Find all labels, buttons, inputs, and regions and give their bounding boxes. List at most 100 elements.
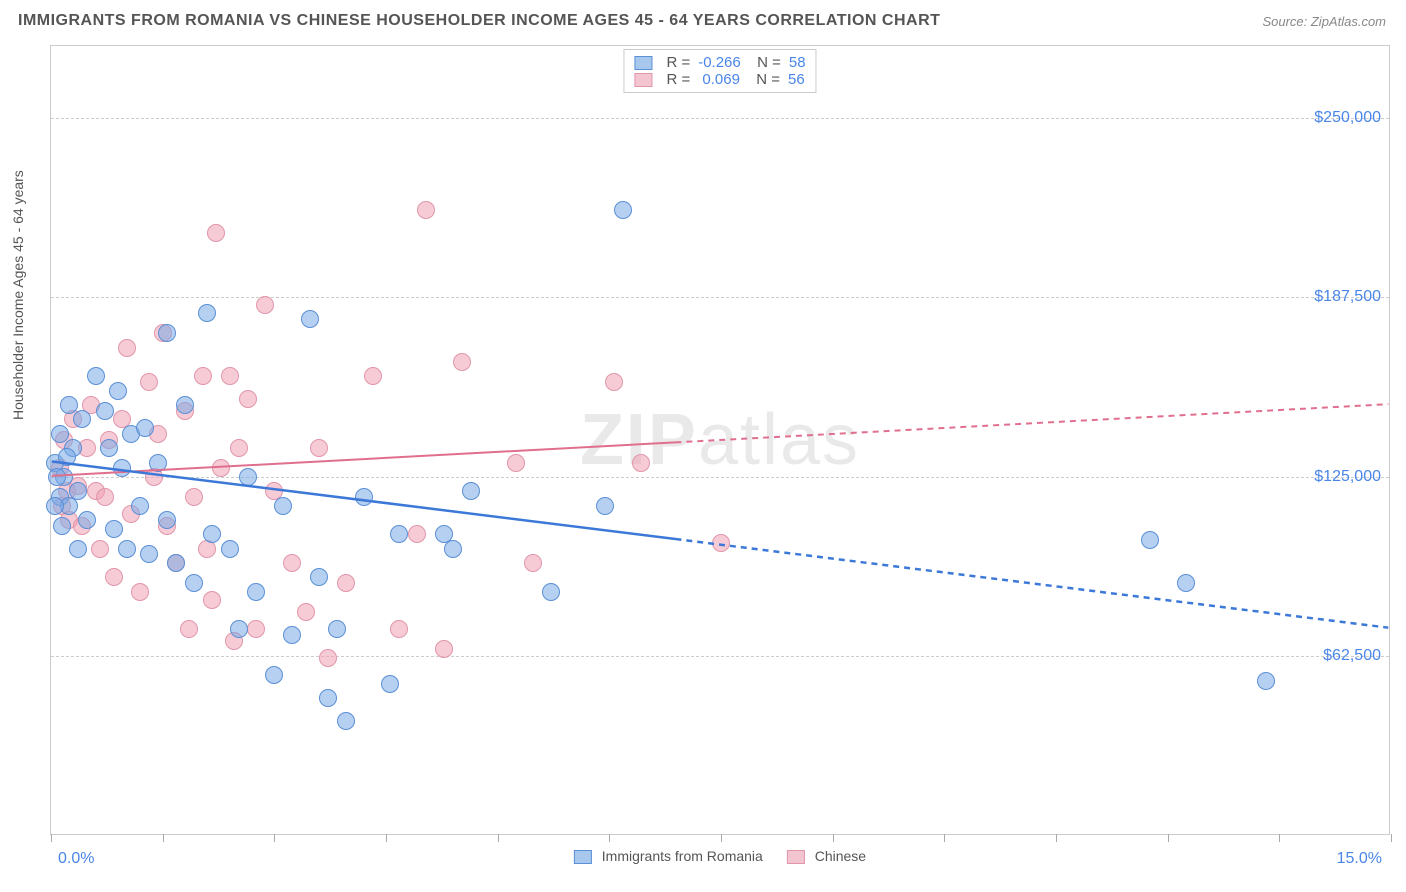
scatter-point-romania bbox=[158, 324, 176, 342]
scatter-point-chinese bbox=[337, 574, 355, 592]
scatter-point-romania bbox=[167, 554, 185, 572]
scatter-point-romania bbox=[381, 675, 399, 693]
legend-swatch-chinese bbox=[634, 73, 652, 87]
scatter-point-chinese bbox=[91, 540, 109, 558]
scatter-point-romania bbox=[105, 520, 123, 538]
scatter-point-romania bbox=[185, 574, 203, 592]
y-axis-label: Householder Income Ages 45 - 64 years bbox=[10, 170, 26, 420]
scatter-point-chinese bbox=[118, 339, 136, 357]
scatter-point-romania bbox=[221, 540, 239, 558]
scatter-point-romania bbox=[239, 468, 257, 486]
scatter-point-chinese bbox=[712, 534, 730, 552]
legend-swatch-romania bbox=[634, 56, 652, 70]
scatter-point-chinese bbox=[507, 454, 525, 472]
scatter-point-romania bbox=[1141, 531, 1159, 549]
legend-row-chinese: R = 0.069 N =56 bbox=[634, 71, 805, 88]
scatter-point-romania bbox=[58, 448, 76, 466]
scatter-point-romania bbox=[140, 545, 158, 563]
scatter-point-romania bbox=[596, 497, 614, 515]
scatter-point-romania bbox=[113, 459, 131, 477]
legend-item-romania: Immigrants from Romania bbox=[574, 848, 763, 864]
legend-item-chinese: Chinese bbox=[787, 848, 866, 864]
scatter-point-chinese bbox=[364, 367, 382, 385]
scatter-point-chinese bbox=[247, 620, 265, 638]
scatter-point-chinese bbox=[180, 620, 198, 638]
scatter-point-romania bbox=[337, 712, 355, 730]
scatter-point-romania bbox=[158, 511, 176, 529]
source-credit: Source: ZipAtlas.com bbox=[1262, 14, 1386, 29]
y-tick-label: $187,500 bbox=[1314, 288, 1381, 306]
legend-swatch-chinese-icon bbox=[787, 850, 805, 864]
scatter-point-romania bbox=[53, 517, 71, 535]
scatter-point-romania bbox=[60, 396, 78, 414]
scatter-point-chinese bbox=[435, 640, 453, 658]
scatter-point-chinese bbox=[256, 296, 274, 314]
scatter-point-chinese bbox=[96, 488, 114, 506]
scatter-point-romania bbox=[444, 540, 462, 558]
scatter-point-romania bbox=[230, 620, 248, 638]
scatter-point-chinese bbox=[230, 439, 248, 457]
scatter-point-romania bbox=[283, 626, 301, 644]
scatter-point-chinese bbox=[221, 367, 239, 385]
legend-swatch-romania-icon bbox=[574, 850, 592, 864]
scatter-point-romania bbox=[109, 382, 127, 400]
scatter-point-chinese bbox=[417, 201, 435, 219]
x-max-label: 15.0% bbox=[1337, 850, 1382, 868]
scatter-point-chinese bbox=[390, 620, 408, 638]
gridline bbox=[51, 118, 1389, 119]
scatter-point-romania bbox=[1257, 672, 1275, 690]
scatter-point-chinese bbox=[524, 554, 542, 572]
scatter-point-chinese bbox=[105, 568, 123, 586]
scatter-point-chinese bbox=[185, 488, 203, 506]
scatter-point-chinese bbox=[212, 459, 230, 477]
scatter-point-romania bbox=[198, 304, 216, 322]
scatter-point-romania bbox=[69, 540, 87, 558]
scatter-point-romania bbox=[319, 689, 337, 707]
scatter-point-romania bbox=[355, 488, 373, 506]
scatter-point-romania bbox=[614, 201, 632, 219]
scatter-point-romania bbox=[301, 310, 319, 328]
scatter-point-romania bbox=[542, 583, 560, 601]
scatter-point-chinese bbox=[310, 439, 328, 457]
scatter-point-romania bbox=[149, 454, 167, 472]
scatter-point-romania bbox=[390, 525, 408, 543]
scatter-point-romania bbox=[176, 396, 194, 414]
scatter-point-romania bbox=[203, 525, 221, 543]
scatter-point-romania bbox=[46, 497, 64, 515]
scatter-point-chinese bbox=[140, 373, 158, 391]
scatter-point-romania bbox=[100, 439, 118, 457]
scatter-point-romania bbox=[96, 402, 114, 420]
scatter-point-chinese bbox=[194, 367, 212, 385]
legend-row-romania: R =-0.266 N =58 bbox=[634, 54, 805, 71]
trend-lines-svg bbox=[51, 46, 1389, 834]
y-tick-label: $125,000 bbox=[1314, 468, 1381, 486]
scatter-point-romania bbox=[274, 497, 292, 515]
scatter-point-romania bbox=[462, 482, 480, 500]
scatter-point-chinese bbox=[203, 591, 221, 609]
scatter-point-chinese bbox=[453, 353, 471, 371]
y-tick-label: $250,000 bbox=[1314, 109, 1381, 127]
scatter-point-chinese bbox=[283, 554, 301, 572]
scatter-point-romania bbox=[73, 410, 91, 428]
scatter-point-romania bbox=[310, 568, 328, 586]
scatter-point-romania bbox=[69, 482, 87, 500]
scatter-point-romania bbox=[51, 425, 69, 443]
chart-plot-area: ZIPatlas R =-0.266 N =58 R = 0.069 N =56… bbox=[50, 45, 1390, 835]
scatter-point-chinese bbox=[319, 649, 337, 667]
scatter-point-romania bbox=[265, 666, 283, 684]
scatter-point-chinese bbox=[632, 454, 650, 472]
scatter-point-romania bbox=[118, 540, 136, 558]
scatter-point-romania bbox=[78, 511, 96, 529]
y-tick-label: $62,500 bbox=[1323, 647, 1381, 665]
correlation-legend-box: R =-0.266 N =58 R = 0.069 N =56 bbox=[623, 49, 816, 93]
scatter-point-chinese bbox=[239, 390, 257, 408]
scatter-point-romania bbox=[48, 468, 66, 486]
scatter-point-chinese bbox=[605, 373, 623, 391]
series-legend: Immigrants from Romania Chinese bbox=[574, 848, 866, 864]
x-tick bbox=[1391, 834, 1392, 842]
gridline bbox=[51, 297, 1389, 298]
x-axis-area: 0.0% 15.0% Immigrants from Romania Chine… bbox=[50, 840, 1390, 880]
scatter-point-romania bbox=[247, 583, 265, 601]
scatter-point-chinese bbox=[131, 583, 149, 601]
x-min-label: 0.0% bbox=[58, 850, 94, 868]
